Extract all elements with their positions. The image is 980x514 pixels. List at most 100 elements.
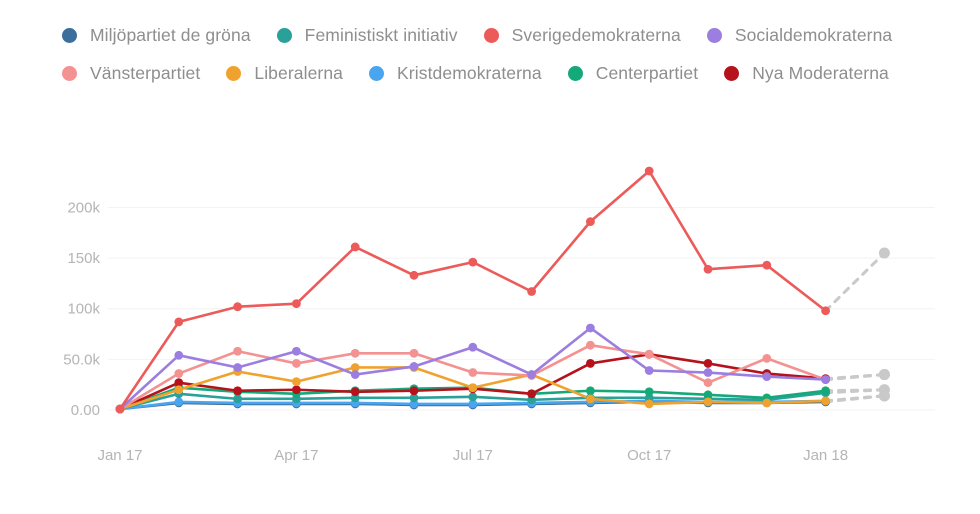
data-point-marker[interactable]: [821, 375, 830, 385]
legend-item-sd[interactable]: Sverigedemokraterna: [483, 16, 681, 54]
projection-line-8: [824, 394, 886, 404]
data-point-marker[interactable]: [821, 306, 830, 316]
projection-endpoint-marker: [878, 390, 890, 402]
legend-item-v[interactable]: Vänsterpartiet: [62, 54, 200, 92]
data-point-marker[interactable]: [644, 393, 654, 403]
data-point-marker[interactable]: [468, 342, 478, 352]
legend-item-l[interactable]: Liberalerna: [226, 54, 343, 92]
data-point-marker[interactable]: [409, 386, 419, 396]
y-axis-tick-label: 200k: [67, 199, 100, 216]
legend-item-label: Sverigedemokraterna: [511, 24, 681, 45]
data-point-marker[interactable]: [292, 346, 301, 356]
data-point-marker[interactable]: [586, 340, 595, 350]
legend-item-label: Liberalerna: [254, 62, 344, 83]
data-point-marker[interactable]: [762, 398, 772, 408]
data-point-marker[interactable]: [174, 369, 184, 378]
data-point-marker[interactable]: [586, 359, 595, 368]
data-point-marker[interactable]: [233, 302, 243, 312]
data-point-marker[interactable]: [644, 166, 654, 176]
x-axis-tick-label: Jul 17: [453, 447, 493, 464]
data-point-marker[interactable]: [821, 386, 830, 396]
data-point-marker[interactable]: [350, 348, 360, 358]
legend-color-dot-icon: [567, 65, 583, 81]
x-axis-tick-label: Oct 17: [627, 447, 671, 464]
projection-line-4: [824, 373, 886, 381]
data-point-marker[interactable]: [644, 349, 654, 359]
data-point-marker[interactable]: [586, 386, 595, 396]
legend-color-dot-icon: [62, 65, 77, 81]
data-point-marker[interactable]: [350, 393, 360, 403]
data-point-marker[interactable]: [527, 395, 536, 405]
legend-item-label: Feministiskt initiativ: [304, 24, 458, 45]
legend-item-kd[interactable]: Kristdemokraterna: [369, 54, 542, 92]
y-axis-tick-label: 50.0k: [63, 351, 100, 368]
data-point-marker[interactable]: [350, 363, 360, 372]
data-point-marker[interactable]: [644, 366, 654, 375]
data-point-marker[interactable]: [468, 383, 478, 393]
data-point-marker[interactable]: [762, 260, 772, 270]
data-point-marker[interactable]: [703, 359, 713, 368]
data-point-marker[interactable]: [762, 353, 772, 363]
data-point-marker[interactable]: [292, 385, 301, 395]
data-point-marker[interactable]: [409, 362, 419, 371]
data-point-marker[interactable]: [527, 389, 536, 399]
x-axis-tick-label: Jan 18: [803, 447, 848, 464]
data-point-marker[interactable]: [409, 348, 419, 358]
data-point-marker[interactable]: [233, 346, 243, 356]
data-point-marker[interactable]: [468, 399, 478, 409]
y-axis-tick-label: 0.00: [71, 402, 100, 419]
legend-item-fi[interactable]: Feministiskt initiativ: [276, 16, 458, 54]
data-point-marker[interactable]: [644, 399, 654, 409]
data-point-marker[interactable]: [703, 368, 713, 377]
legend-item-label: Kristdemokraterna: [397, 62, 542, 83]
data-point-marker[interactable]: [292, 299, 301, 309]
data-point-marker[interactable]: [703, 390, 713, 400]
legend-color-dot-icon: [706, 27, 722, 43]
data-point-marker[interactable]: [115, 404, 125, 414]
data-point-marker[interactable]: [762, 372, 772, 381]
data-point-marker[interactable]: [174, 385, 184, 395]
data-point-marker[interactable]: [586, 323, 595, 333]
legend-item-mp[interactable]: Miljöpartiet de gröna: [62, 16, 251, 54]
legend-color-dot-icon: [369, 65, 385, 81]
data-point-marker[interactable]: [527, 370, 536, 379]
data-point-marker[interactable]: [409, 399, 419, 409]
data-point-marker[interactable]: [174, 378, 184, 388]
data-point-marker[interactable]: [350, 387, 360, 397]
data-point-marker[interactable]: [233, 363, 243, 372]
legend-item-label: Vänsterpartiet: [90, 62, 201, 83]
legend-color-dot-icon: [62, 27, 77, 43]
legend-item-label: Socialdemokraterna: [734, 24, 893, 45]
projection-endpoint-marker: [878, 247, 890, 259]
data-point-marker[interactable]: [468, 368, 478, 377]
data-point-marker[interactable]: [468, 392, 478, 402]
data-point-marker[interactable]: [644, 387, 654, 397]
data-point-marker[interactable]: [703, 397, 713, 407]
data-point-marker[interactable]: [292, 359, 301, 368]
data-point-marker[interactable]: [409, 270, 419, 280]
data-point-marker[interactable]: [174, 397, 184, 407]
data-point-marker[interactable]: [233, 394, 243, 404]
legend-item-s[interactable]: Socialdemokraterna: [706, 16, 893, 54]
data-point-marker[interactable]: [174, 350, 184, 360]
data-point-marker[interactable]: [586, 217, 595, 227]
legend-item-c[interactable]: Centerpartiet: [567, 54, 699, 92]
chart-legend: Miljöpartiet de gröna Feministiskt initia…: [62, 16, 922, 92]
projection-line-0: [824, 251, 886, 313]
data-point-marker[interactable]: [292, 377, 301, 387]
data-point-marker[interactable]: [409, 393, 419, 403]
data-point-marker[interactable]: [703, 264, 713, 274]
data-point-marker[interactable]: [703, 378, 713, 388]
data-point-marker[interactable]: [233, 386, 243, 396]
data-point-marker[interactable]: [468, 257, 478, 267]
data-point-marker[interactable]: [527, 287, 536, 296]
data-point-marker[interactable]: [821, 396, 830, 406]
data-point-marker[interactable]: [586, 394, 595, 404]
chart-area: 0.00 50.0k 100k 150k 200k Jan 17 Apr 17 Jul 17 O…: [0, 130, 980, 514]
legend-item-m[interactable]: Nya Moderaterna: [724, 54, 889, 92]
legend-item-label: Centerpartiet: [595, 62, 699, 83]
data-point-marker[interactable]: [174, 317, 184, 327]
data-point-marker[interactable]: [350, 242, 360, 252]
data-point-marker[interactable]: [350, 370, 360, 379]
